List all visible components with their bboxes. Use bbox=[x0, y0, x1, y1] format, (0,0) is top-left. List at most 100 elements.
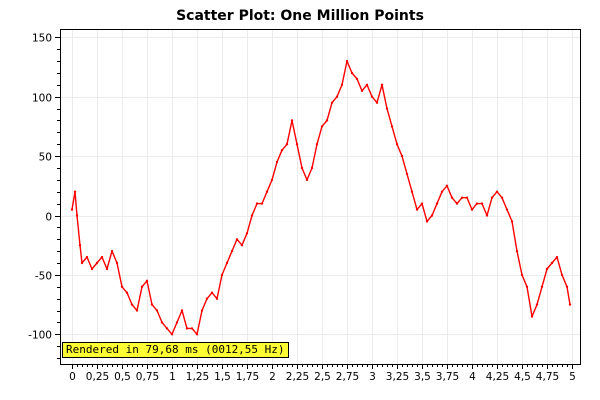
y-tick-label: 50 bbox=[39, 152, 52, 164]
data-point bbox=[195, 333, 199, 336]
data-point bbox=[185, 327, 189, 330]
data-point bbox=[85, 255, 89, 259]
data-point bbox=[390, 125, 394, 128]
data-point bbox=[565, 285, 569, 288]
y-tick-label: -50 bbox=[35, 271, 52, 283]
data-point bbox=[495, 190, 499, 193]
data-point bbox=[480, 202, 484, 205]
data-point bbox=[110, 249, 114, 253]
data-point bbox=[470, 208, 474, 211]
data-point bbox=[145, 279, 149, 282]
render-time-badge: Rendered in 79,68 ms (0012,55 Hz) bbox=[62, 342, 289, 358]
data-point bbox=[435, 202, 439, 205]
data-point bbox=[155, 309, 159, 312]
x-tick-label: 0,25 bbox=[86, 371, 109, 383]
data-point bbox=[360, 89, 364, 93]
y-tick-label: 0 bbox=[45, 212, 52, 224]
data-point bbox=[525, 285, 529, 288]
data-point bbox=[335, 95, 339, 98]
data-point bbox=[100, 255, 104, 259]
x-tick-label: 5 bbox=[569, 371, 576, 383]
data-series bbox=[70, 59, 572, 336]
x-tick-label: 2 bbox=[269, 371, 276, 383]
chart-title: Scatter Plot: One Million Points bbox=[176, 8, 424, 24]
data-point bbox=[415, 208, 419, 211]
data-point bbox=[545, 267, 549, 271]
data-point bbox=[80, 261, 84, 265]
data-point bbox=[230, 249, 234, 253]
data-point bbox=[475, 202, 479, 205]
data-point bbox=[505, 208, 509, 211]
data-point bbox=[395, 143, 399, 146]
x-tick-label: 0 bbox=[69, 371, 76, 383]
data-point bbox=[465, 196, 469, 199]
data-point bbox=[160, 321, 164, 324]
data-point bbox=[215, 297, 219, 300]
data-point bbox=[410, 190, 414, 193]
data-point bbox=[175, 321, 179, 324]
data-point bbox=[240, 244, 244, 247]
data-point bbox=[205, 297, 209, 300]
data-point bbox=[530, 315, 534, 318]
x-tick-label: 3,25 bbox=[386, 371, 409, 383]
data-point bbox=[560, 273, 564, 277]
data-point bbox=[190, 327, 194, 330]
data-point bbox=[140, 285, 144, 288]
data-point bbox=[200, 309, 204, 312]
data-point bbox=[285, 143, 289, 146]
data-point bbox=[425, 220, 429, 223]
data-point bbox=[445, 184, 449, 187]
data-point bbox=[135, 309, 139, 312]
data-point bbox=[150, 303, 154, 306]
grid-lines bbox=[60, 29, 580, 364]
data-point bbox=[568, 303, 572, 306]
data-point bbox=[510, 220, 514, 223]
data-point bbox=[170, 333, 174, 336]
data-point bbox=[220, 273, 224, 277]
data-point bbox=[400, 154, 404, 158]
data-point bbox=[520, 273, 524, 277]
data-point bbox=[535, 303, 539, 306]
x-tick-label: 3,5 bbox=[414, 371, 431, 383]
data-point bbox=[440, 190, 444, 193]
data-point bbox=[265, 190, 269, 193]
data-point bbox=[95, 261, 99, 265]
data-point bbox=[315, 143, 319, 146]
data-point bbox=[225, 261, 229, 265]
x-tick-label: 4,5 bbox=[514, 371, 531, 383]
data-point bbox=[90, 267, 94, 271]
data-point bbox=[375, 101, 379, 104]
data-point bbox=[255, 202, 259, 205]
x-tick-label: 0,75 bbox=[136, 371, 159, 383]
data-point bbox=[555, 255, 559, 259]
x-tick-label: 2,25 bbox=[286, 371, 309, 383]
data-point bbox=[270, 178, 274, 182]
data-point bbox=[515, 249, 519, 253]
y-tick-label: 150 bbox=[32, 33, 52, 45]
x-tick-label: 1 bbox=[169, 371, 176, 383]
data-point bbox=[485, 214, 489, 217]
y-tick-label: -100 bbox=[28, 330, 52, 342]
x-tick-label: 1,75 bbox=[236, 371, 259, 383]
x-tick-label: 4,25 bbox=[486, 371, 509, 383]
x-tick-label: 2,75 bbox=[336, 371, 359, 383]
data-point bbox=[300, 166, 304, 170]
x-tick-label: 3,75 bbox=[436, 371, 459, 383]
data-point bbox=[540, 285, 544, 288]
x-tick-label: 1,25 bbox=[186, 371, 209, 383]
data-point bbox=[180, 309, 184, 312]
data-point bbox=[280, 149, 284, 152]
data-point bbox=[70, 208, 74, 211]
x-tick-label: 2,5 bbox=[314, 371, 331, 383]
data-point bbox=[210, 291, 214, 294]
data-point bbox=[130, 303, 134, 306]
data-point bbox=[305, 178, 309, 182]
y-axis: -100 -50 0 50 100 150 bbox=[28, 33, 60, 359]
data-point bbox=[345, 59, 349, 63]
data-point bbox=[460, 196, 464, 199]
data-point bbox=[260, 202, 264, 205]
data-point bbox=[370, 95, 374, 98]
data-point bbox=[250, 214, 254, 217]
data-point bbox=[405, 172, 409, 176]
